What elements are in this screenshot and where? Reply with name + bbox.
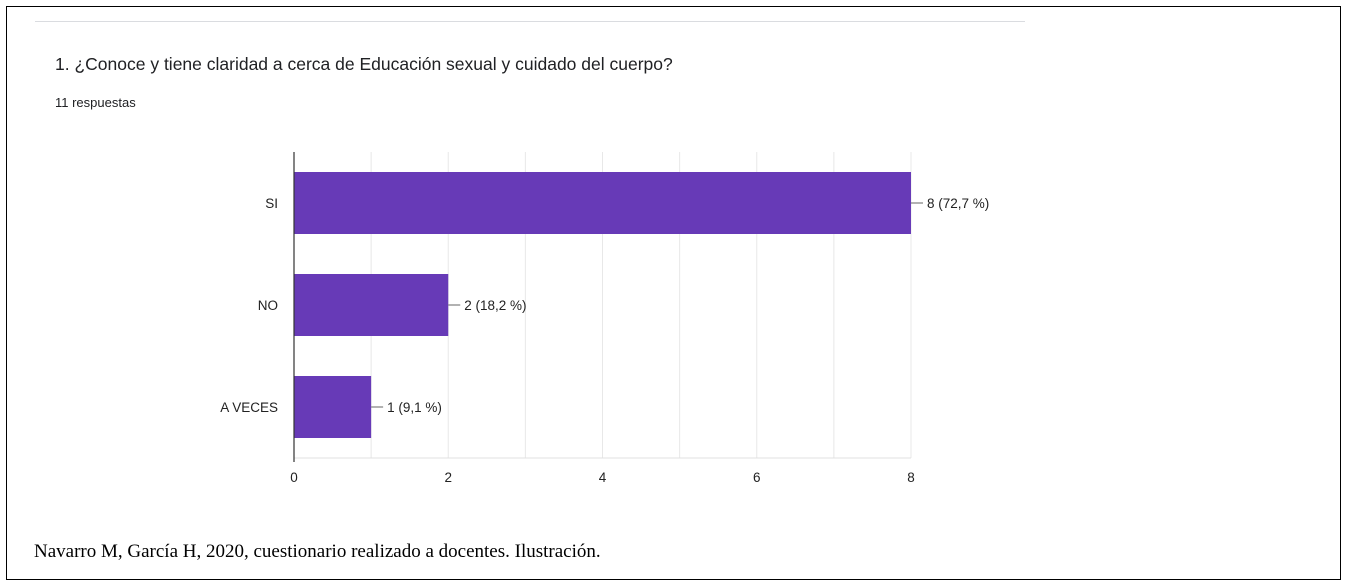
data-label: 2 (18,2 %) — [464, 298, 526, 313]
bar-si — [294, 172, 911, 234]
x-tick-label: 8 — [907, 470, 915, 485]
x-tick-label: 2 — [444, 470, 452, 485]
data-label: 8 (72,7 %) — [927, 196, 989, 211]
figure-frame — [6, 6, 1341, 580]
form-response-card — [35, 21, 1025, 491]
bar-a-veces — [294, 376, 372, 438]
bar-no — [294, 274, 449, 336]
category-label: A VECES — [220, 400, 278, 415]
response-count: 11 respuestas — [55, 95, 136, 110]
x-tick-label: 0 — [290, 470, 298, 485]
category-label: SI — [265, 196, 278, 211]
x-tick-label: 4 — [599, 470, 607, 485]
category-label: NO — [258, 298, 278, 313]
x-tick-label: 6 — [753, 470, 761, 485]
figure-caption: Navarro M, García H, 2020, cuestionario … — [34, 541, 601, 562]
data-label: 1 (9,1 %) — [387, 400, 442, 415]
question-title: 1. ¿Conoce y tiene claridad a cerca de E… — [55, 54, 673, 74]
